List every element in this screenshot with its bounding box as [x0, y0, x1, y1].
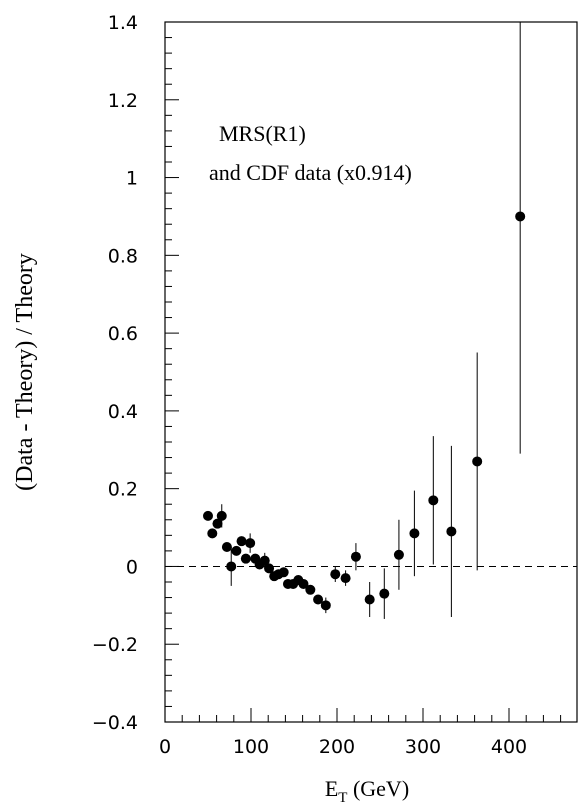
data-points [203, 211, 526, 611]
data-point [379, 588, 390, 599]
data-point [428, 495, 439, 506]
x-tick-label: 400 [491, 736, 527, 758]
y-tick-label: 1.2 [108, 90, 138, 112]
y-tick-label: 0 [126, 556, 138, 578]
data-point [231, 545, 242, 556]
x-axis-title-subscript: T [338, 790, 347, 806]
data-point [240, 553, 251, 564]
data-point [298, 578, 309, 589]
data-point [259, 555, 270, 566]
data-point [472, 456, 483, 467]
data-point [278, 567, 289, 578]
y-axis-title: (Data - Theory) / Theory [12, 253, 38, 491]
y-tick-label: −0.2 [92, 634, 138, 656]
error-bars [207, 22, 521, 619]
y-tick-label: 0.4 [108, 401, 138, 423]
x-tick-label: 100 [233, 736, 269, 758]
annotation-line-1: MRS(R1) [219, 121, 306, 146]
data-point [364, 594, 375, 605]
data-point [320, 600, 331, 611]
data-point [393, 549, 404, 560]
data-point [264, 563, 275, 574]
data-point [409, 528, 420, 539]
data-point [236, 536, 247, 547]
data-point [226, 561, 237, 572]
data-point [207, 528, 218, 539]
y-tick-label: 0.6 [108, 323, 138, 345]
annotation-line-2: and CDF data (x0.914) [209, 160, 412, 185]
y-tick-label: 0.8 [108, 245, 138, 267]
data-point [221, 542, 232, 552]
y-axis-ticks: −0.4 −0.2 0 0.2 0.4 0.6 0.8 1 1.2 1.4 [92, 12, 179, 734]
data-point [350, 551, 361, 562]
y-tick-label: −0.4 [92, 712, 138, 734]
data-point [305, 584, 316, 595]
x-tick-label: 200 [319, 736, 355, 758]
data-point [340, 573, 351, 584]
data-point [446, 526, 457, 537]
data-point [313, 594, 324, 605]
y-tick-label: 1 [126, 168, 138, 190]
x-axis-title-main: E [325, 776, 338, 801]
data-point [245, 538, 256, 549]
x-axis-ticks: 0 100 200 300 400 [159, 708, 562, 758]
data-point [203, 510, 213, 521]
data-point [212, 518, 223, 529]
data-point [216, 510, 227, 521]
data-point [515, 211, 526, 222]
x-axis-title: ET (GeV) [325, 776, 409, 806]
y-tick-label: 0.2 [108, 479, 138, 501]
x-tick-label: 300 [405, 736, 441, 758]
x-tick-label: 0 [159, 736, 171, 758]
y-tick-label: 1.4 [108, 12, 138, 34]
x-axis-title-unit: (GeV) [347, 776, 409, 801]
data-point [330, 569, 341, 580]
